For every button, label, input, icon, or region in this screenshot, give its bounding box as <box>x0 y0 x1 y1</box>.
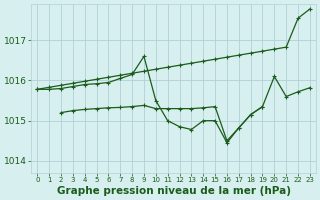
X-axis label: Graphe pression niveau de la mer (hPa): Graphe pression niveau de la mer (hPa) <box>57 186 291 196</box>
